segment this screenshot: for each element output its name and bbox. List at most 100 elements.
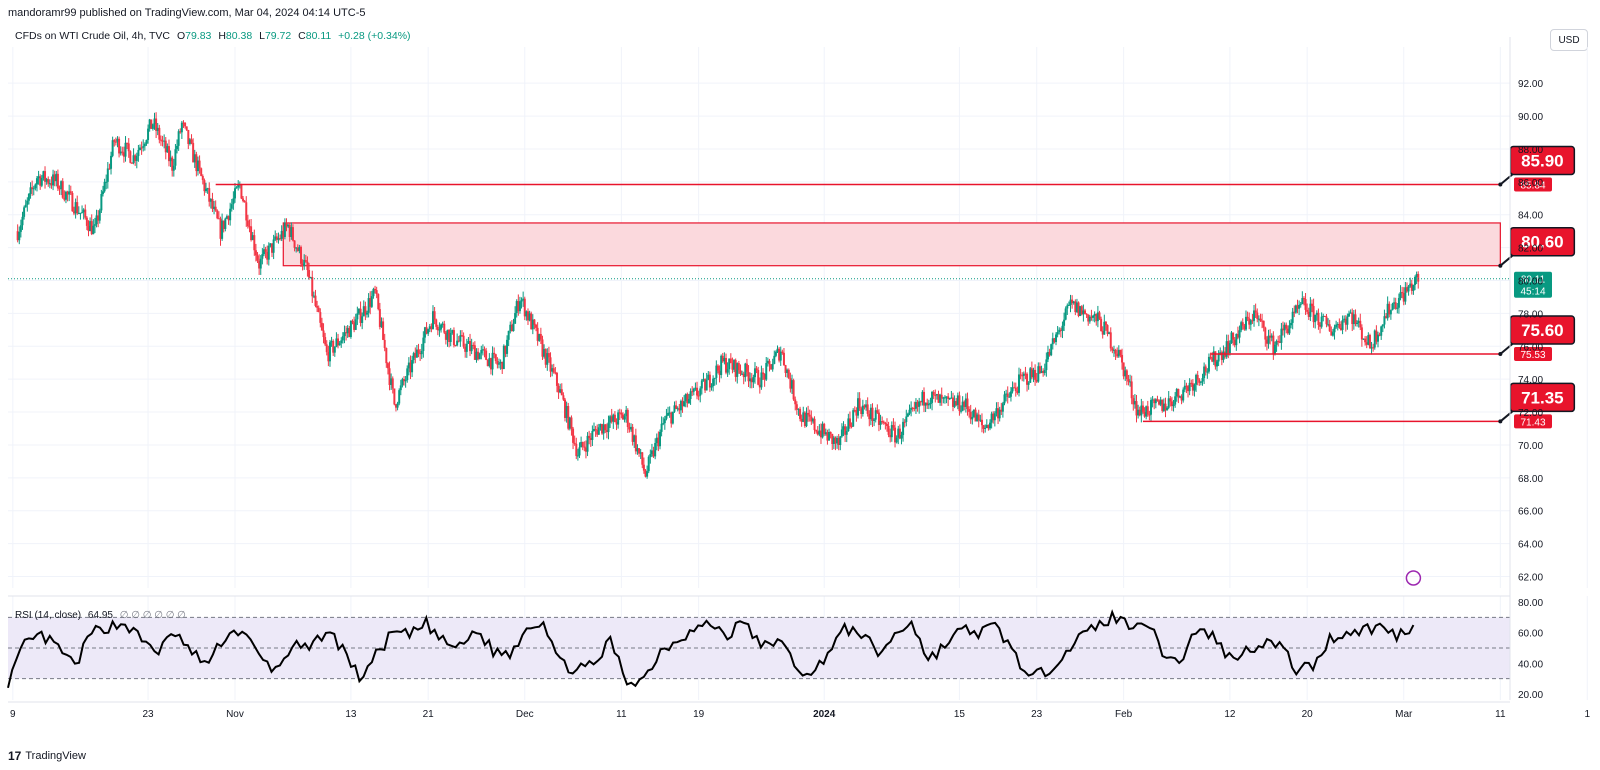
candle-body <box>691 391 694 393</box>
candle-body <box>1286 328 1289 334</box>
candle-body <box>369 298 372 307</box>
candle-body <box>1301 298 1304 305</box>
candle-body <box>863 405 866 408</box>
candle-body <box>499 361 502 364</box>
candle-body <box>1227 341 1230 354</box>
candle-body <box>1161 399 1164 411</box>
candle-body <box>248 226 251 228</box>
candle-body <box>1402 293 1405 302</box>
candle-body <box>258 260 261 269</box>
candle-body <box>1166 407 1169 411</box>
candle-body <box>1389 310 1392 315</box>
callout-anchor <box>1498 263 1503 268</box>
candle-body <box>620 412 623 415</box>
candle-body <box>1017 374 1020 393</box>
candle-body <box>649 454 652 457</box>
candle-body <box>493 352 496 355</box>
candle-body <box>480 349 483 354</box>
symbol-name: CFDs on WTI Crude Oil, 4h, TVC <box>15 30 171 42</box>
candle-body <box>89 221 92 232</box>
candle-body <box>887 425 890 435</box>
candle-body <box>330 341 333 343</box>
candle-body <box>240 184 243 199</box>
currency-button[interactable]: USD <box>1550 29 1588 51</box>
candle-body <box>1404 287 1407 302</box>
time-tick-label: 15 <box>954 709 966 720</box>
candle-body <box>198 160 201 169</box>
candle-body <box>860 408 863 415</box>
candle-body <box>190 139 193 143</box>
candle-body <box>543 349 546 357</box>
candle-body <box>312 295 315 297</box>
candle-body <box>634 435 637 452</box>
candle-body <box>335 338 338 347</box>
candle-body <box>617 412 620 425</box>
candle-body <box>1190 382 1193 384</box>
candle-body <box>1348 313 1351 317</box>
candle-body <box>142 146 145 148</box>
candle-body <box>707 374 710 380</box>
candle-body <box>166 146 169 153</box>
candle-body <box>1343 318 1346 321</box>
candle-body <box>185 126 188 131</box>
candle-body <box>1378 334 1381 336</box>
time-tick-label: 11 <box>616 709 627 720</box>
candle-body <box>612 414 615 422</box>
candle-body <box>56 173 59 189</box>
candle-body <box>720 355 723 376</box>
candle-body <box>506 339 509 354</box>
candle-body <box>844 426 847 435</box>
candle-body <box>866 404 869 414</box>
candle-body <box>1116 353 1119 357</box>
candle-body <box>847 418 850 432</box>
candle-body <box>977 414 980 421</box>
candle-body <box>362 306 365 317</box>
candle-body <box>668 412 671 414</box>
candle-body <box>873 419 876 421</box>
candle-body <box>58 188 61 190</box>
callout-label: 80.60 <box>1521 233 1564 252</box>
candle-body <box>333 346 336 353</box>
candle-body <box>151 124 154 129</box>
open-value: 79.83 <box>185 30 212 42</box>
candle-body <box>77 212 80 214</box>
candle-body <box>1315 312 1318 315</box>
candle-body <box>1080 306 1083 315</box>
candle-body <box>176 145 179 150</box>
resistance-zone <box>282 222 1501 267</box>
candle-body <box>1401 292 1404 294</box>
candle-body <box>1158 401 1161 405</box>
candle-body <box>768 360 771 365</box>
candle-body <box>1030 368 1033 378</box>
candle-body <box>76 202 79 214</box>
candle-body <box>797 408 800 410</box>
candle-body <box>853 410 856 412</box>
candle-body <box>811 418 814 422</box>
candle-body <box>180 122 183 133</box>
rsi-tick-label: 80.00 <box>1518 598 1543 609</box>
candle-body <box>807 412 810 415</box>
candle-body <box>795 404 798 410</box>
candle-body <box>789 378 792 389</box>
candle-body <box>621 414 624 420</box>
candle-body <box>823 423 826 435</box>
candle-body <box>483 349 486 351</box>
candle-body <box>1046 352 1049 360</box>
candle-body <box>237 184 240 188</box>
candle-body <box>871 407 874 421</box>
candle-body <box>518 301 521 312</box>
candle-body <box>353 322 356 330</box>
candle-body <box>179 131 182 133</box>
candle-body <box>34 184 37 189</box>
candle-body <box>636 448 639 452</box>
candle-body <box>1298 304 1301 309</box>
candle-body <box>473 345 476 360</box>
candle-body <box>101 191 104 195</box>
candle-body <box>48 183 51 185</box>
candle-body <box>1328 324 1331 332</box>
candle-body <box>1246 316 1249 319</box>
candle-body <box>855 410 858 416</box>
candle-body <box>1399 292 1402 299</box>
candle-body <box>61 181 64 198</box>
